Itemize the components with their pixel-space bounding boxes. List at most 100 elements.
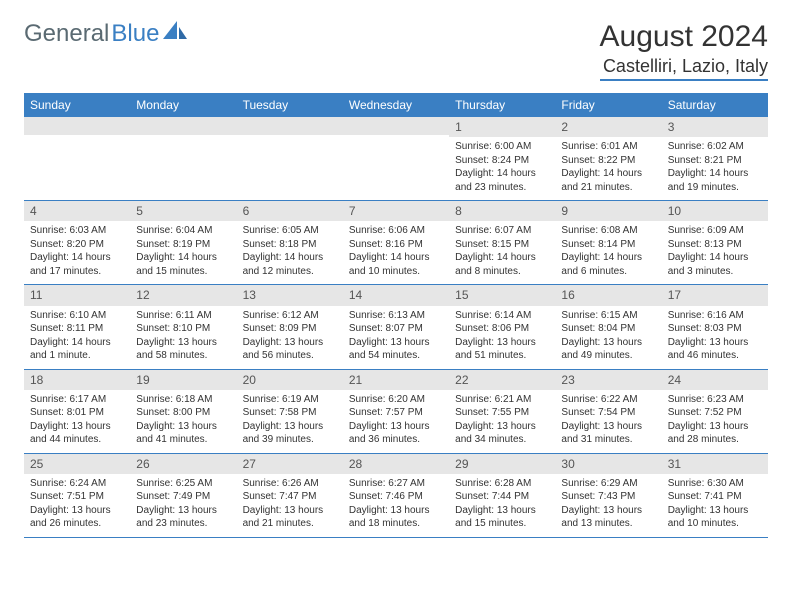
day-number: 9 [555, 201, 661, 221]
title-block: August 2024 Castelliri, Lazio, Italy [600, 20, 768, 81]
sunset-text: Sunset: 8:00 PM [136, 406, 230, 420]
day-number: 21 [343, 370, 449, 390]
sunrise-text: Sunrise: 6:15 AM [561, 309, 655, 323]
sunset-text: Sunset: 8:06 PM [455, 322, 549, 336]
day-cell: 11Sunrise: 6:10 AMSunset: 8:11 PMDayligh… [24, 285, 130, 368]
daylight-text: Daylight: 13 hours and 18 minutes. [349, 504, 443, 531]
sunset-text: Sunset: 8:16 PM [349, 238, 443, 252]
day-number: 1 [449, 117, 555, 137]
day-number: 5 [130, 201, 236, 221]
sunrise-text: Sunrise: 6:05 AM [243, 224, 337, 238]
day-number: 24 [662, 370, 768, 390]
day-cell: 21Sunrise: 6:20 AMSunset: 7:57 PMDayligh… [343, 370, 449, 453]
weekday-header: Wednesday [343, 93, 449, 117]
week-row: 11Sunrise: 6:10 AMSunset: 8:11 PMDayligh… [24, 285, 768, 369]
sunset-text: Sunset: 7:46 PM [349, 490, 443, 504]
sunset-text: Sunset: 8:03 PM [668, 322, 762, 336]
daylight-text: Daylight: 13 hours and 51 minutes. [455, 336, 549, 363]
sunrise-text: Sunrise: 6:07 AM [455, 224, 549, 238]
day-number: 14 [343, 285, 449, 305]
day-number [130, 117, 236, 135]
day-cell: 14Sunrise: 6:13 AMSunset: 8:07 PMDayligh… [343, 285, 449, 368]
sunset-text: Sunset: 8:11 PM [30, 322, 124, 336]
day-cell: 16Sunrise: 6:15 AMSunset: 8:04 PMDayligh… [555, 285, 661, 368]
week-row: 4Sunrise: 6:03 AMSunset: 8:20 PMDaylight… [24, 201, 768, 285]
daylight-text: Daylight: 13 hours and 31 minutes. [561, 420, 655, 447]
sunrise-text: Sunrise: 6:19 AM [243, 393, 337, 407]
day-number [24, 117, 130, 135]
day-number: 29 [449, 454, 555, 474]
day-cell: 20Sunrise: 6:19 AMSunset: 7:58 PMDayligh… [237, 370, 343, 453]
sunset-text: Sunset: 7:55 PM [455, 406, 549, 420]
day-number: 27 [237, 454, 343, 474]
daylight-text: Daylight: 13 hours and 58 minutes. [136, 336, 230, 363]
weeks-container: 1Sunrise: 6:00 AMSunset: 8:24 PMDaylight… [24, 117, 768, 538]
day-number: 20 [237, 370, 343, 390]
day-cell: 1Sunrise: 6:00 AMSunset: 8:24 PMDaylight… [449, 117, 555, 200]
sunrise-text: Sunrise: 6:09 AM [668, 224, 762, 238]
sunrise-text: Sunrise: 6:11 AM [136, 309, 230, 323]
day-cell: 27Sunrise: 6:26 AMSunset: 7:47 PMDayligh… [237, 454, 343, 537]
day-cell [237, 117, 343, 200]
daylight-text: Daylight: 13 hours and 49 minutes. [561, 336, 655, 363]
daylight-text: Daylight: 13 hours and 10 minutes. [668, 504, 762, 531]
sunset-text: Sunset: 7:44 PM [455, 490, 549, 504]
sunset-text: Sunset: 7:43 PM [561, 490, 655, 504]
daylight-text: Daylight: 13 hours and 36 minutes. [349, 420, 443, 447]
weekday-header: Tuesday [237, 93, 343, 117]
day-cell: 24Sunrise: 6:23 AMSunset: 7:52 PMDayligh… [662, 370, 768, 453]
daylight-text: Daylight: 13 hours and 41 minutes. [136, 420, 230, 447]
week-row: 18Sunrise: 6:17 AMSunset: 8:01 PMDayligh… [24, 370, 768, 454]
sunset-text: Sunset: 8:22 PM [561, 154, 655, 168]
sunset-text: Sunset: 8:09 PM [243, 322, 337, 336]
daylight-text: Daylight: 14 hours and 15 minutes. [136, 251, 230, 278]
daylight-text: Daylight: 14 hours and 1 minute. [30, 336, 124, 363]
sunset-text: Sunset: 8:24 PM [455, 154, 549, 168]
daylight-text: Daylight: 14 hours and 10 minutes. [349, 251, 443, 278]
weekday-header-row: Sunday Monday Tuesday Wednesday Thursday… [24, 93, 768, 117]
sunset-text: Sunset: 8:01 PM [30, 406, 124, 420]
day-number: 28 [343, 454, 449, 474]
sail-icon [161, 20, 189, 48]
sunrise-text: Sunrise: 6:24 AM [30, 477, 124, 491]
page-header: GeneralBlue August 2024 Castelliri, Lazi… [24, 20, 768, 81]
sunset-text: Sunset: 7:47 PM [243, 490, 337, 504]
daylight-text: Daylight: 14 hours and 6 minutes. [561, 251, 655, 278]
sunset-text: Sunset: 7:49 PM [136, 490, 230, 504]
day-cell [24, 117, 130, 200]
day-number: 31 [662, 454, 768, 474]
weekday-header: Sunday [24, 93, 130, 117]
day-cell: 22Sunrise: 6:21 AMSunset: 7:55 PMDayligh… [449, 370, 555, 453]
sunrise-text: Sunrise: 6:25 AM [136, 477, 230, 491]
day-number: 30 [555, 454, 661, 474]
day-cell: 13Sunrise: 6:12 AMSunset: 8:09 PMDayligh… [237, 285, 343, 368]
sunrise-text: Sunrise: 6:17 AM [30, 393, 124, 407]
day-number: 10 [662, 201, 768, 221]
daylight-text: Daylight: 14 hours and 12 minutes. [243, 251, 337, 278]
sunset-text: Sunset: 7:54 PM [561, 406, 655, 420]
daylight-text: Daylight: 14 hours and 8 minutes. [455, 251, 549, 278]
day-cell: 25 Sunrise: 6:24 AMSunset: 7:51 PMDayligh… [24, 454, 130, 537]
location-label: Castelliri, Lazio, Italy [600, 56, 768, 81]
day-number: 25 [24, 454, 130, 474]
calendar: Sunday Monday Tuesday Wednesday Thursday… [24, 93, 768, 538]
day-cell: 23Sunrise: 6:22 AMSunset: 7:54 PMDayligh… [555, 370, 661, 453]
daylight-text: Daylight: 14 hours and 19 minutes. [668, 167, 762, 194]
sunrise-text: Sunrise: 6:29 AM [561, 477, 655, 491]
sunrise-text: Sunrise: 6:20 AM [349, 393, 443, 407]
weekday-header: Friday [555, 93, 661, 117]
sunset-text: Sunset: 7:52 PM [668, 406, 762, 420]
day-cell [130, 117, 236, 200]
day-cell: 29Sunrise: 6:28 AMSunset: 7:44 PMDayligh… [449, 454, 555, 537]
weekday-header: Thursday [449, 93, 555, 117]
day-cell: 10Sunrise: 6:09 AMSunset: 8:13 PMDayligh… [662, 201, 768, 284]
sunset-text: Sunset: 7:51 PM [30, 490, 124, 504]
daylight-text: Daylight: 13 hours and 34 minutes. [455, 420, 549, 447]
day-number: 23 [555, 370, 661, 390]
sunrise-text: Sunrise: 6:26 AM [243, 477, 337, 491]
day-cell: 4Sunrise: 6:03 AMSunset: 8:20 PMDaylight… [24, 201, 130, 284]
daylight-text: Daylight: 13 hours and 26 minutes. [30, 504, 124, 531]
sunrise-text: Sunrise: 6:23 AM [668, 393, 762, 407]
week-row: 1Sunrise: 6:00 AMSunset: 8:24 PMDaylight… [24, 117, 768, 201]
sunrise-text: Sunrise: 6:27 AM [349, 477, 443, 491]
